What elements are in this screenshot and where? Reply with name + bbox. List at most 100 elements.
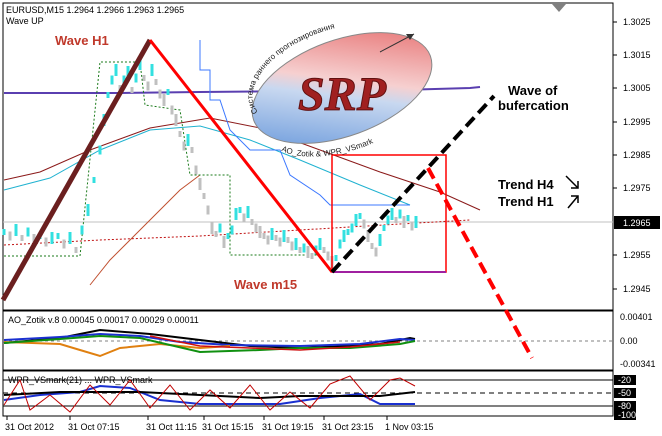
candle-bar (182, 141, 186, 151)
wpr-tick-badge (614, 401, 636, 411)
ao-panel[interactable] (2, 310, 614, 371)
candle-bar (350, 223, 354, 233)
candle-bar (44, 237, 48, 247)
candle-bar (334, 255, 338, 261)
candle-bar (370, 243, 374, 249)
candle-bar (194, 165, 198, 175)
price-axis: 1.3025 1.3015 1.3005 1.2995 1.2985 1.2975 1.29… (613, 17, 651, 294)
candle-bar (354, 214, 358, 226)
candle-bar (62, 239, 66, 249)
candle-bar (56, 233, 60, 239)
candle-bar (14, 224, 18, 236)
candle-bar (174, 114, 178, 126)
wpr-tick-label: -20 (618, 375, 631, 385)
price-tick-label: 1.3015 (623, 50, 651, 60)
candle-bar (318, 238, 322, 250)
candle-bar (234, 208, 238, 220)
candle-bar (278, 237, 282, 247)
ao-panel-label: AO_Zotik v.8 0.00045 0.00017 0.00029 0.0… (8, 315, 199, 325)
ma-line-blue-step (199, 40, 410, 206)
wave-m15-line (148, 39, 334, 273)
price-tick-label: 1.2985 (623, 150, 651, 160)
bifurcation-dashed-line (330, 94, 496, 274)
candle-bar (32, 234, 36, 246)
candle-bar (270, 228, 274, 240)
trend-h1-label: Trend H1 (498, 194, 554, 209)
candle-bar (226, 233, 230, 239)
time-tick-label: 31 Oct 07:15 (68, 422, 120, 432)
candle-bar (110, 75, 114, 85)
candle-bar (398, 209, 402, 219)
price-tick-label: 1.3005 (623, 83, 651, 93)
trend-down-arrow-icon (565, 175, 579, 189)
candle-bar (206, 205, 210, 215)
candle-bar (254, 223, 258, 233)
candle-bar (322, 247, 326, 253)
price-tick-label: 1.2975 (623, 183, 651, 193)
price-tick-label: 1.2955 (623, 250, 651, 260)
candle-bar (142, 75, 146, 81)
candle-bar (266, 235, 270, 245)
candle-bar (386, 215, 390, 225)
candle-bar (298, 247, 302, 253)
candle-bar (198, 178, 202, 190)
ma-line-cyan (3, 125, 411, 206)
candle-bar (346, 229, 350, 235)
chart-shift-marker[interactable] (552, 4, 566, 12)
candle-bar (394, 217, 398, 223)
candle-bar (290, 241, 294, 251)
indicator-header: Wave UP (6, 16, 44, 26)
candle-bar (306, 246, 310, 258)
candle-bar (150, 64, 154, 76)
candle-bar (166, 89, 170, 95)
candle-bar (20, 235, 24, 241)
candle-bar (238, 207, 242, 213)
trend-h4-label: Trend H4 (498, 177, 554, 192)
time-tick-label: 31 Oct 2012 (5, 422, 54, 432)
bifurcation-label-line2: bufercation (498, 98, 569, 113)
candle-bar (154, 79, 158, 85)
candle-bar (286, 237, 290, 243)
candle-bar (414, 216, 418, 228)
wpr-axis: -20 -50 -80-100 (614, 375, 636, 420)
candle-bar (378, 234, 382, 246)
main-chart-panel[interactable] (2, 2, 614, 311)
ao-tick-label: 0.00 (620, 336, 638, 346)
candlestick-series (2, 58, 418, 268)
candle-bar (210, 222, 214, 234)
wpr-line-black (3, 391, 416, 400)
current-price-badge (614, 216, 660, 229)
wave-h1-line (0, 38, 153, 302)
candle-bar (250, 219, 254, 225)
time-tick-label: 31 Oct 23:15 (322, 422, 374, 432)
candle-bar (274, 235, 278, 241)
wpr-tick-badge (614, 375, 636, 385)
candle-bar (374, 247, 378, 257)
time-tick-label: 31 Oct 11:15 (146, 422, 197, 432)
time-axis: 31 Oct 2012 31 Oct 07:15 31 Oct 11:15 31 Oc… (5, 416, 434, 432)
candle-bar (26, 227, 30, 237)
ma-line-dotted-green (4, 61, 320, 257)
ao-line-green (3, 334, 416, 354)
candle-bar (50, 232, 54, 244)
ao-line-red (149, 335, 401, 351)
candle-bar (222, 236, 226, 248)
candle-bar (162, 94, 166, 106)
candle-bar (246, 206, 250, 218)
bifurcation-label-line1: Wave of (508, 83, 558, 98)
candle-bar (258, 226, 262, 238)
forecast-dashed-line (426, 167, 534, 359)
candle-bar (242, 213, 246, 223)
candle-bar (92, 177, 96, 183)
candle-bar (86, 204, 90, 216)
candle-bar (178, 131, 182, 137)
candle-bar (80, 225, 84, 235)
ao-line-blue (3, 332, 416, 348)
wpr-line-red (3, 375, 416, 413)
candle-bar (338, 239, 342, 249)
trend-up-arrow-icon (567, 195, 579, 209)
candle-bar (114, 64, 118, 76)
candle-bar (202, 193, 206, 199)
candle-bar (2, 229, 6, 235)
